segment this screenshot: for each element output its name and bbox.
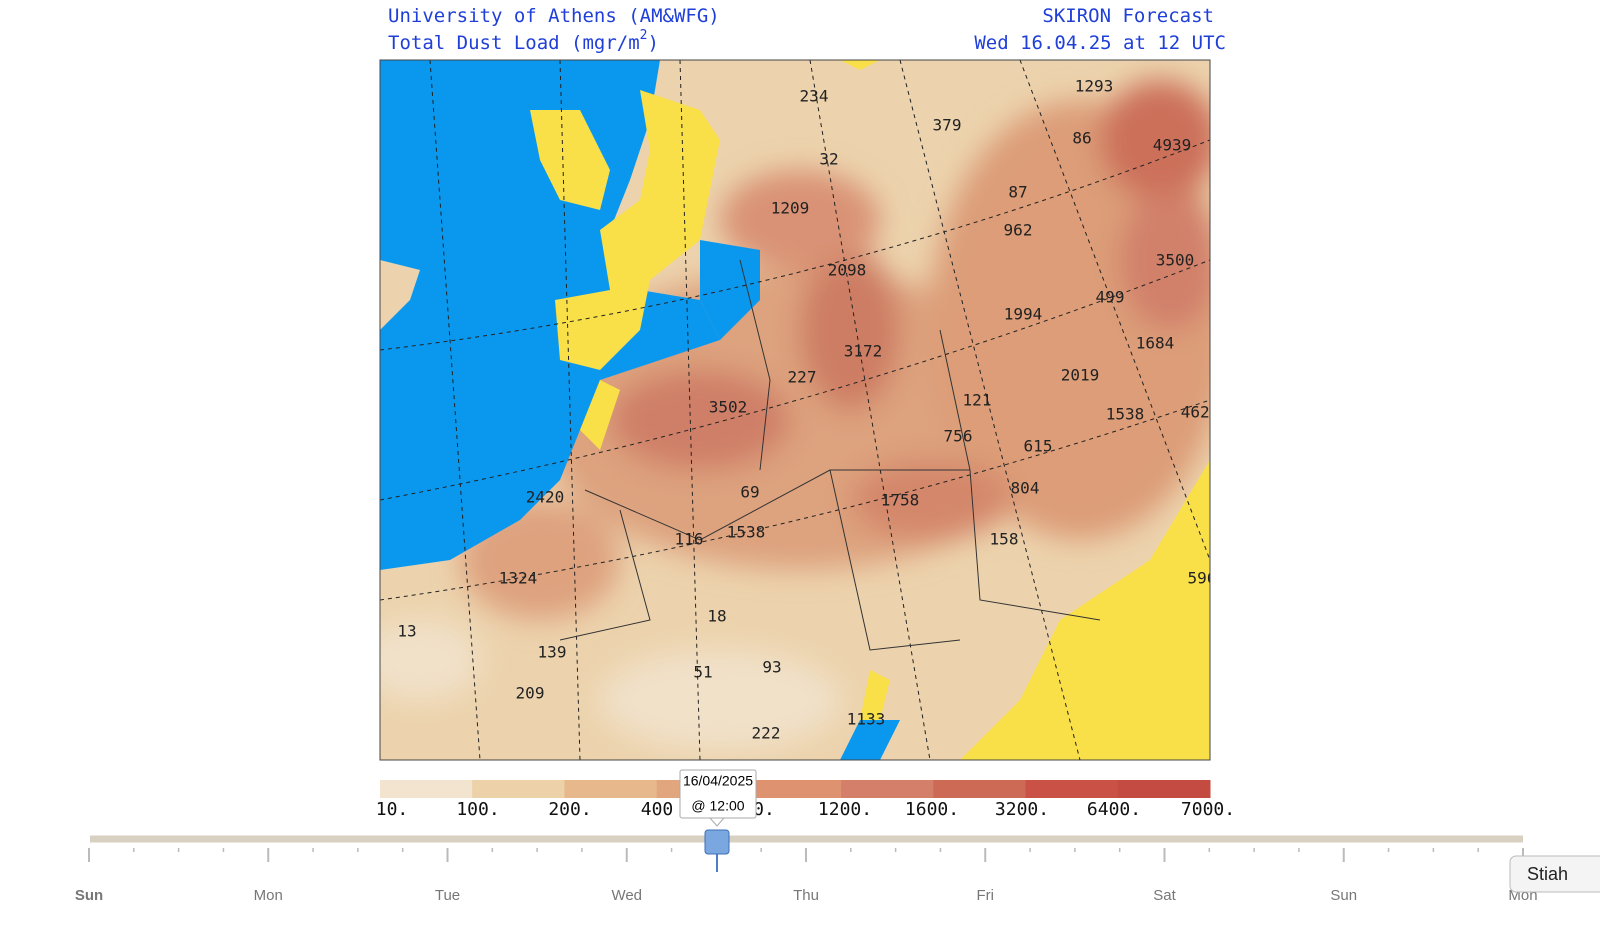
map-value: 93 bbox=[762, 658, 781, 677]
map-value: 158 bbox=[990, 530, 1019, 549]
timeline-handle[interactable] bbox=[704, 829, 730, 855]
colorbar-segment bbox=[748, 780, 842, 798]
colorbar-segment bbox=[841, 780, 934, 798]
map-value: 69 bbox=[740, 483, 759, 502]
colorbar-segment bbox=[1025, 780, 1119, 798]
map-value: 1209 bbox=[771, 199, 810, 218]
day-label: Wed bbox=[611, 887, 642, 904]
map-value: 2019 bbox=[1061, 366, 1100, 385]
tooltip: 16/04/2025 @ 12:00 bbox=[679, 769, 757, 827]
map-value: 121 bbox=[963, 391, 992, 410]
timeline-ticks: Sun Mon Tue Wed Thu Fri Sat Sun Mon bbox=[75, 848, 1538, 904]
map-value: 2098 bbox=[828, 261, 867, 280]
map-value: 962 bbox=[1004, 221, 1033, 240]
map-value: 4939 bbox=[1153, 136, 1192, 155]
map-value: 227 bbox=[788, 368, 817, 387]
map-labels: 234 1293 379 86 4939 32 87 1209 962 3500 2098 499 19… bbox=[397, 77, 1220, 743]
title: University of Athens (AM&WFG) bbox=[388, 5, 720, 27]
tooltip-time: @ 12:00 bbox=[691, 798, 744, 814]
map-value: 86 bbox=[1072, 129, 1091, 148]
map-value: 3500 bbox=[1156, 251, 1195, 270]
map-value: 222 bbox=[752, 724, 781, 743]
map-value: 1538 bbox=[727, 523, 766, 542]
colorbar: 10. 100. 200. 400 0. 1200. 1600. 3200. 6400. 7000… bbox=[376, 780, 1235, 820]
colorbar-segment bbox=[564, 780, 658, 798]
graticule bbox=[380, 60, 1210, 760]
colorbar-label: 7000. bbox=[1181, 799, 1235, 820]
colorbar-segment bbox=[380, 780, 473, 798]
day-label: Tue bbox=[435, 887, 460, 904]
map-value: 13 bbox=[397, 622, 416, 641]
map-value: 2420 bbox=[526, 488, 565, 507]
colorbar-segment bbox=[1117, 780, 1211, 798]
colorbar-label: 10. bbox=[376, 799, 409, 820]
map-value: 139 bbox=[538, 643, 567, 662]
yellow-east bbox=[840, 60, 1210, 760]
colorbar-label: 100. bbox=[456, 799, 499, 820]
map-value: 1758 bbox=[881, 491, 920, 510]
map-value: 379 bbox=[933, 116, 962, 135]
map-value: 87 bbox=[1008, 183, 1027, 202]
day-label: Sun bbox=[75, 887, 103, 904]
yellow-uk bbox=[530, 110, 610, 210]
map-value: 756 bbox=[944, 427, 973, 446]
colorbar-label: 0. bbox=[753, 799, 775, 820]
map-value: 1133 bbox=[847, 710, 886, 729]
map-value: 499 bbox=[1096, 288, 1125, 307]
map-value: 51 bbox=[693, 663, 712, 682]
subtitle-text: Total Dust Load (mgr/m bbox=[388, 32, 640, 54]
map-value: 804 bbox=[1011, 479, 1040, 498]
sea bbox=[700, 240, 760, 340]
map-value: 596 bbox=[1188, 569, 1217, 588]
map-value: 234 bbox=[800, 87, 829, 106]
yellow-morocco bbox=[580, 380, 620, 450]
map-value: 1684 bbox=[1136, 334, 1175, 353]
day-label: Sat bbox=[1153, 887, 1176, 904]
colorbar-label: 3200. bbox=[995, 799, 1049, 820]
subtitle-suffix: ) bbox=[648, 32, 659, 54]
superscript: 2 bbox=[640, 28, 648, 43]
map-value: 1994 bbox=[1004, 305, 1043, 324]
colorbar-label: 1600. bbox=[905, 799, 959, 820]
colorbar-label: 200. bbox=[548, 799, 591, 820]
ocean bbox=[380, 60, 720, 570]
colorbar-label: 400 bbox=[641, 799, 674, 820]
model-title: SKIRON Forecast bbox=[1042, 5, 1214, 27]
map-value: 4623 bbox=[1181, 403, 1220, 422]
colorbar-label: 1200. bbox=[818, 799, 872, 820]
map-value: 3172 bbox=[844, 342, 883, 361]
map-value: 3502 bbox=[709, 398, 748, 417]
borders bbox=[559, 259, 1101, 651]
map-value: 116 bbox=[675, 530, 704, 549]
day-label: Sun bbox=[1330, 887, 1357, 904]
map: 234 1293 379 86 4939 32 87 1209 962 3500 2098 499 19… bbox=[380, 60, 1220, 760]
yellow-europe bbox=[555, 90, 720, 370]
subtitle: Total Dust Load (mgr/m2) bbox=[388, 28, 659, 54]
yellow-africa bbox=[860, 670, 890, 720]
day-label: Fri bbox=[977, 887, 995, 904]
colorbar-segment bbox=[933, 780, 1027, 798]
map-value: 1538 bbox=[1106, 405, 1145, 424]
day-label: Mon bbox=[254, 887, 283, 904]
map-value: 1324 bbox=[499, 569, 538, 588]
map-value: 32 bbox=[819, 150, 838, 169]
button-label[interactable]: Stiah bbox=[1527, 864, 1568, 884]
button[interactable]: Stiah bbox=[1509, 855, 1600, 893]
map-frame bbox=[379, 59, 1211, 761]
map-value: 209 bbox=[516, 684, 545, 703]
colorbar-segment bbox=[472, 780, 565, 798]
map-value: 615 bbox=[1024, 437, 1053, 456]
tooltip-date: 16/04/2025 bbox=[683, 773, 753, 789]
day-label: Thu bbox=[793, 887, 819, 904]
map-value: 1293 bbox=[1075, 77, 1114, 96]
dust-field bbox=[380, 80, 1210, 750]
map-value: 18 bbox=[707, 607, 726, 626]
colorbar-label: 6400. bbox=[1087, 799, 1141, 820]
island bbox=[380, 260, 420, 330]
forecast-time: Wed 16.04.25 at 12 UTC bbox=[974, 32, 1226, 54]
lake bbox=[840, 720, 900, 760]
